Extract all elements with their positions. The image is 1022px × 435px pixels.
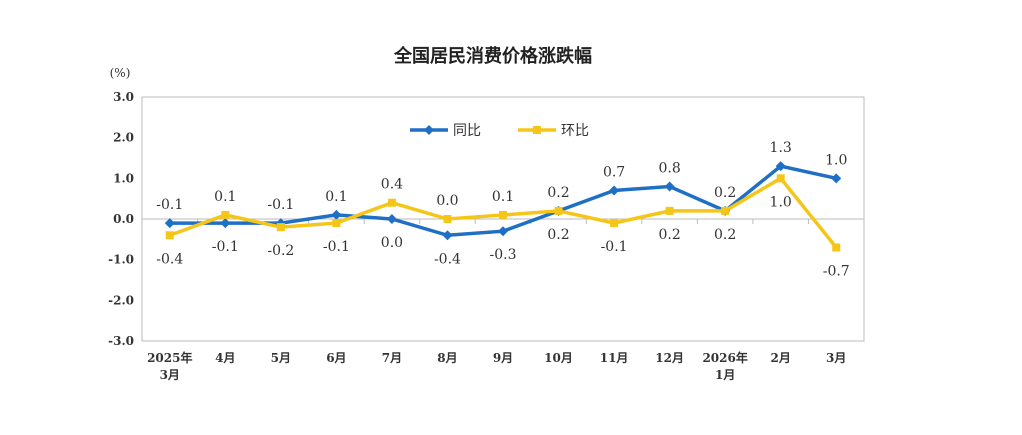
data-point — [610, 219, 619, 228]
data-point — [386, 214, 397, 224]
y-tick-label: 3.0 — [113, 90, 134, 104]
data-point — [220, 218, 231, 229]
legend-marker — [424, 125, 434, 135]
data-point — [664, 181, 675, 192]
data-label: 0.0 — [436, 193, 458, 209]
data-label: 0.0 — [381, 235, 403, 251]
chart-title: 全国居民消费价格涨跌幅 — [393, 45, 592, 67]
data-point — [387, 198, 396, 207]
x-tick-label: 2月 — [771, 351, 791, 365]
data-label: 1.3 — [770, 140, 792, 156]
data-point — [775, 161, 786, 172]
x-tick-label: 12月 — [655, 351, 684, 365]
x-tick-label: 8月 — [437, 351, 457, 365]
data-label: 0.1 — [214, 189, 236, 205]
data-point — [498, 226, 508, 237]
data-point — [831, 173, 842, 184]
data-point — [443, 215, 452, 223]
data-label: -0.1 — [323, 239, 350, 255]
data-point — [554, 206, 563, 215]
data-point — [609, 185, 620, 196]
data-label: -0.4 — [434, 251, 461, 267]
x-tick-label: 4月 — [215, 351, 235, 365]
y-tick-label: 0.0 — [113, 212, 134, 226]
x-tick-label: 11月 — [600, 351, 629, 365]
data-label: 1.0 — [770, 194, 792, 210]
x-tick-label: 6月 — [326, 351, 346, 365]
data-label: 0.2 — [714, 185, 736, 201]
y-tick-label: 2.0 — [113, 131, 134, 145]
data-label: 0.2 — [547, 227, 569, 243]
data-point — [665, 206, 674, 215]
data-label: 0.1 — [492, 189, 514, 205]
x-tick-label: 3月 — [826, 351, 846, 365]
data-label: 0.7 — [603, 165, 625, 181]
data-label: -0.4 — [156, 251, 183, 267]
x-tick-label: 10月 — [544, 351, 573, 365]
y-tick-label: -1.0 — [108, 253, 134, 267]
y-tick-label: 1.0 — [113, 171, 134, 185]
legend-label: 同比 — [453, 123, 481, 139]
data-label: 0.4 — [381, 177, 403, 193]
data-label: -0.7 — [823, 263, 850, 279]
x-tick-label: 5月 — [271, 351, 291, 365]
data-label: 0.8 — [658, 160, 680, 176]
x-tick-label: 7月 — [382, 351, 402, 365]
x-tick-label: 2026年 — [702, 350, 747, 365]
data-point — [221, 210, 230, 219]
y-tick-label: -2.0 — [108, 293, 134, 307]
data-label: 0.1 — [325, 189, 347, 205]
legend-marker — [533, 126, 541, 134]
data-point — [499, 210, 507, 219]
data-label: 1.0 — [825, 152, 847, 168]
data-point — [776, 174, 785, 183]
data-point — [276, 223, 285, 232]
data-label: -0.1 — [267, 197, 294, 213]
y-axis-unit: (%) — [110, 66, 131, 80]
data-label: 0.2 — [658, 227, 680, 243]
data-label: -0.1 — [212, 239, 239, 255]
data-point — [721, 206, 730, 215]
x-tick-label: 2025年 — [147, 350, 192, 365]
x-tick-label: 1月 — [715, 368, 735, 382]
legend-label: 环比 — [561, 123, 589, 139]
x-tick-label: 9月 — [493, 351, 513, 365]
data-point — [331, 209, 342, 220]
data-label: 0.2 — [547, 185, 569, 201]
data-point — [832, 243, 841, 252]
data-label: -0.3 — [490, 247, 517, 263]
data-label: -0.1 — [156, 197, 183, 213]
data-point — [165, 231, 174, 240]
data-point — [442, 230, 453, 241]
data-point — [164, 218, 175, 229]
data-label: 0.2 — [714, 227, 736, 243]
data-label: -0.1 — [601, 239, 628, 255]
x-tick-label: 3月 — [160, 368, 180, 382]
data-point — [332, 219, 341, 228]
y-tick-label: -3.0 — [108, 334, 134, 348]
data-label: -0.2 — [267, 243, 294, 259]
